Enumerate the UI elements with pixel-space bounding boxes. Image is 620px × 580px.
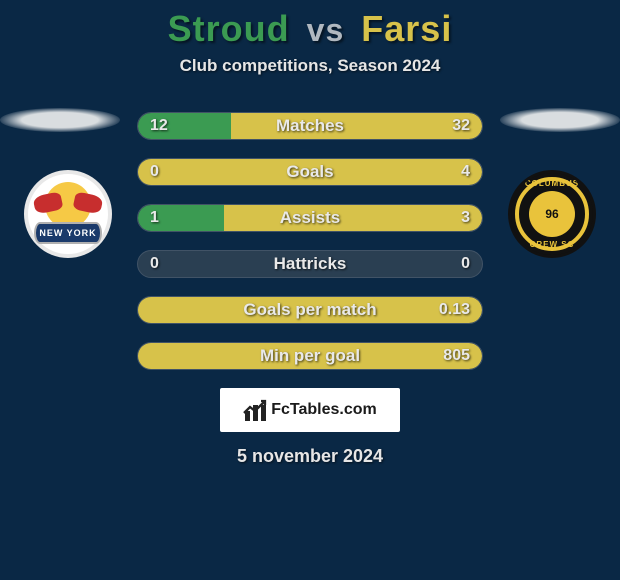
stat-value-left: 12 — [150, 113, 168, 139]
barchart-icon — [243, 399, 267, 421]
stat-value-right: 805 — [443, 343, 470, 369]
stat-value-left: 1 — [150, 205, 159, 231]
comparison-widget: Stroud vs Farsi Club competitions, Seaso… — [0, 0, 620, 467]
stat-row: Goals0 4 — [137, 158, 483, 186]
stat-value-right: 0.13 — [439, 297, 470, 323]
source-badge: FcTables.com — [220, 388, 400, 432]
stat-label: Goals per match — [138, 297, 482, 323]
logo-right-top: COLUMBUS — [511, 179, 593, 188]
stat-row: Assists1 3 — [137, 204, 483, 232]
date-label: 5 november 2024 — [0, 446, 620, 467]
stat-label: Hattricks — [138, 251, 482, 277]
stat-row: Min per goal805 — [137, 342, 483, 370]
stat-label: Goals — [138, 159, 482, 185]
stat-row: Goals per match0.13 — [137, 296, 483, 324]
stat-label: Matches — [138, 113, 482, 139]
page-title: Stroud vs Farsi — [0, 8, 620, 50]
player2-name: Farsi — [361, 8, 452, 49]
stat-value-left: 0 — [150, 159, 159, 185]
stat-bars: Matches1232Goals04Assists13Hattricks00Go… — [137, 112, 483, 370]
team-halo-right — [500, 108, 620, 132]
stat-value-right: 3 — [461, 205, 470, 231]
stat-value-right: 4 — [461, 159, 470, 185]
redbull-ny-logo-icon: NEW YORK — [28, 174, 108, 254]
stat-value-right: 32 — [452, 113, 470, 139]
stat-row: Hattricks0 0 — [137, 250, 483, 278]
team-halo-left — [0, 108, 120, 132]
stat-value-left: 0 — [150, 251, 159, 277]
player1-name: Stroud — [168, 8, 290, 49]
team-logo-right: COLUMBUS 96 CREW SC — [508, 170, 596, 258]
subtitle: Club competitions, Season 2024 — [0, 56, 620, 76]
logo-right-year: 96 — [545, 207, 558, 221]
columbus-crew-logo-icon: COLUMBUS 96 CREW SC — [511, 173, 593, 255]
stat-label: Min per goal — [138, 343, 482, 369]
stat-value-right: 0 — [461, 251, 470, 277]
vs-label: vs — [307, 12, 345, 48]
stat-row: Matches12 32 — [137, 112, 483, 140]
logo-left-text: NEW YORK — [39, 228, 96, 238]
source-name: FcTables.com — [271, 401, 377, 419]
logo-right-bottom: CREW SC — [511, 240, 593, 249]
team-logo-left: NEW YORK — [24, 170, 112, 258]
stats-area: NEW YORK COLUMBUS 96 CREW SC Matches12 32… — [0, 112, 620, 370]
stat-label: Assists — [138, 205, 482, 231]
